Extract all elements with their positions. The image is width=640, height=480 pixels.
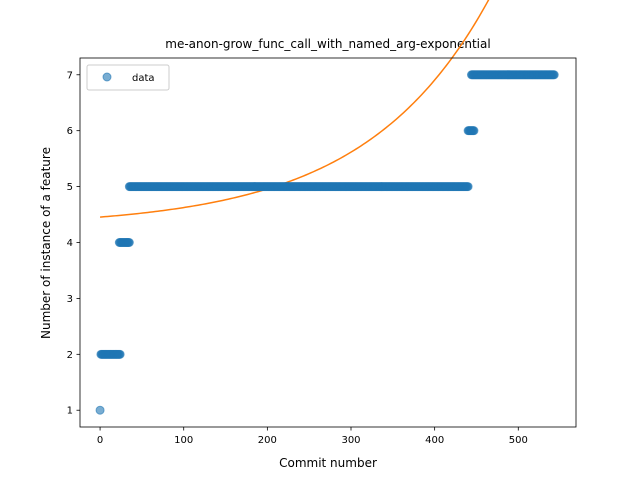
- plot-background: [80, 58, 576, 427]
- data-point: [463, 182, 473, 192]
- chart-title: me-anon-grow_func_call_with_named_arg-ex…: [165, 37, 490, 51]
- data-point: [124, 238, 134, 247]
- y-tick-label: 6: [67, 126, 73, 137]
- x-axis: 0 100 200 300 400 500: [97, 427, 528, 446]
- y-tick-label: 4: [67, 238, 73, 249]
- y-tick-label: 2: [67, 350, 73, 361]
- legend-box: [86, 64, 170, 91]
- fit-line: [100, 0, 490, 218]
- fit-line-layer: [100, 0, 490, 218]
- data-point: [469, 126, 479, 136]
- data-point: [549, 70, 559, 80]
- y-tick-label: 3: [67, 294, 73, 305]
- y-tick-label: 1: [67, 406, 73, 417]
- x-tick-label: 400: [425, 435, 444, 446]
- x-tick-label: 0: [97, 435, 103, 446]
- data-point: [115, 349, 125, 359]
- legend-marker-data: [102, 72, 112, 82]
- y-tick-label: 7: [67, 70, 73, 81]
- y-axis-label: Number of instance of a feature: [39, 147, 53, 339]
- x-tick-label: 500: [509, 435, 528, 446]
- data-points-layer: [95, 70, 559, 415]
- x-tick-label: 100: [174, 435, 193, 446]
- x-tick-label: 300: [341, 435, 360, 446]
- x-axis-label: Commit number: [279, 456, 377, 470]
- x-tick-label: 200: [258, 435, 277, 446]
- legend: data: [86, 64, 170, 91]
- y-axis: 1 2 3 4 5 6 7: [67, 70, 80, 417]
- data-point: [95, 405, 105, 415]
- y-tick-label: 5: [67, 182, 73, 193]
- legend-label-data: data: [132, 73, 155, 84]
- plot-area: [79, 0, 577, 428]
